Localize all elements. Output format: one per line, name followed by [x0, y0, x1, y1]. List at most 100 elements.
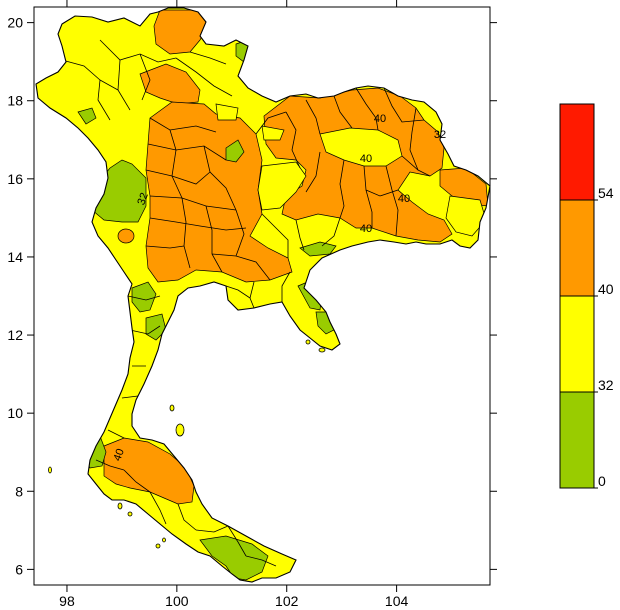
province-boundary — [339, 159, 345, 219]
zone-0-32 — [77, 107, 97, 125]
zone-32-40 — [445, 195, 487, 237]
province-boundary — [199, 285, 227, 301]
plot-frame — [33, 6, 491, 586]
province-boundary — [385, 165, 399, 237]
province-boundary — [121, 395, 139, 399]
contour-labels: 32 40 40 40 40 32 40 — [111, 113, 446, 463]
province-boundary — [123, 469, 151, 493]
zone-0-32 — [199, 535, 269, 581]
zone-40-54 — [145, 101, 293, 283]
island — [318, 347, 326, 353]
province-boundary — [355, 87, 379, 131]
province-boundary — [245, 555, 277, 567]
land-fill — [36, 8, 490, 582]
province-boundary — [333, 95, 353, 129]
province-boundary — [211, 253, 271, 281]
x-tick-label: 104 — [385, 593, 409, 609]
province-boundary — [321, 217, 341, 247]
y-tick-label: 20 — [7, 15, 23, 31]
province-boundary — [189, 51, 227, 65]
province-boundary — [285, 111, 301, 169]
zone-40-54 — [117, 228, 135, 244]
province-boundary — [409, 107, 419, 171]
province-boundary — [149, 491, 167, 525]
x-tick-label: 98 — [59, 593, 75, 609]
province-boundary — [225, 285, 251, 299]
y-tick-label: 12 — [7, 327, 23, 343]
province-boundary — [255, 111, 287, 135]
legend-label: 0 — [598, 473, 606, 489]
province-boundary — [175, 57, 233, 97]
province-boundary — [305, 151, 321, 193]
province-boundary — [149, 195, 237, 211]
island — [48, 466, 52, 474]
province-boundary — [107, 429, 125, 439]
province-boundary — [227, 525, 247, 557]
legend-label: 40 — [598, 281, 614, 297]
province-boundary — [139, 53, 151, 101]
zone-32-40 — [319, 127, 403, 167]
province-boundary — [177, 503, 197, 531]
zone-0-32 — [299, 241, 337, 257]
y-tick-label: 18 — [7, 93, 23, 109]
province-boundary — [129, 325, 161, 335]
island — [117, 502, 123, 510]
legend-swatch — [559, 199, 595, 297]
province-boundary — [383, 87, 425, 123]
zone-40-54 — [139, 63, 201, 105]
province-boundary — [365, 189, 399, 197]
island — [162, 537, 166, 543]
province-boundary — [149, 117, 217, 133]
province-boundary — [261, 213, 289, 258]
contour-label: 40 — [111, 447, 126, 463]
islands — [48, 339, 326, 549]
province-boundary — [181, 197, 191, 269]
island — [155, 543, 161, 549]
zone-0-32 — [131, 281, 157, 313]
contour-label: 40 — [360, 153, 372, 165]
province-boundary — [149, 217, 247, 231]
y-tick-label: 10 — [7, 405, 23, 421]
legend-label: 32 — [598, 377, 614, 393]
contour-label: 32 — [434, 129, 446, 141]
province-boundary — [235, 209, 245, 257]
province-boundary — [281, 271, 291, 302]
zone-0-32 — [225, 139, 245, 163]
province-boundary — [205, 205, 223, 273]
province-boundary — [169, 129, 183, 199]
y-tick-label: 6 — [15, 561, 23, 577]
axis-ticks: 98 100 102 104 6 8 10 12 14 16 18 20 — [7, 0, 497, 609]
contour-label: 40 — [374, 113, 386, 125]
island — [305, 339, 311, 345]
country-outline — [35, 7, 491, 583]
y-tick-label: 16 — [7, 171, 23, 187]
province-boundary — [127, 295, 161, 301]
x-tick-label: 100 — [165, 593, 189, 609]
province-boundary — [95, 459, 125, 471]
legend-swatch — [559, 391, 595, 489]
province-boundary — [145, 169, 211, 185]
y-tick-label: 14 — [7, 249, 23, 265]
color-legend: 54 40 32 0 — [559, 103, 614, 489]
province-boundary — [363, 165, 373, 228]
province-boundary — [205, 21, 233, 37]
zone-32-40 — [257, 161, 307, 211]
province-boundary — [305, 99, 321, 135]
island — [169, 404, 175, 412]
zone-32-40 — [215, 103, 239, 121]
legend-swatch — [559, 295, 595, 393]
x-tick-label: 102 — [275, 593, 299, 609]
province-boundary — [147, 143, 227, 161]
coastline — [35, 7, 491, 583]
zone-0-32 — [145, 313, 167, 341]
contour-label: 32 — [135, 191, 150, 207]
island — [127, 511, 133, 517]
province-boundary — [195, 525, 229, 533]
province-boundary — [295, 219, 305, 251]
zone-40-54 — [103, 437, 195, 505]
legend-label: 54 — [598, 185, 614, 201]
island — [175, 423, 185, 437]
province-boundary — [203, 145, 237, 211]
zone-32-40 — [261, 125, 285, 141]
